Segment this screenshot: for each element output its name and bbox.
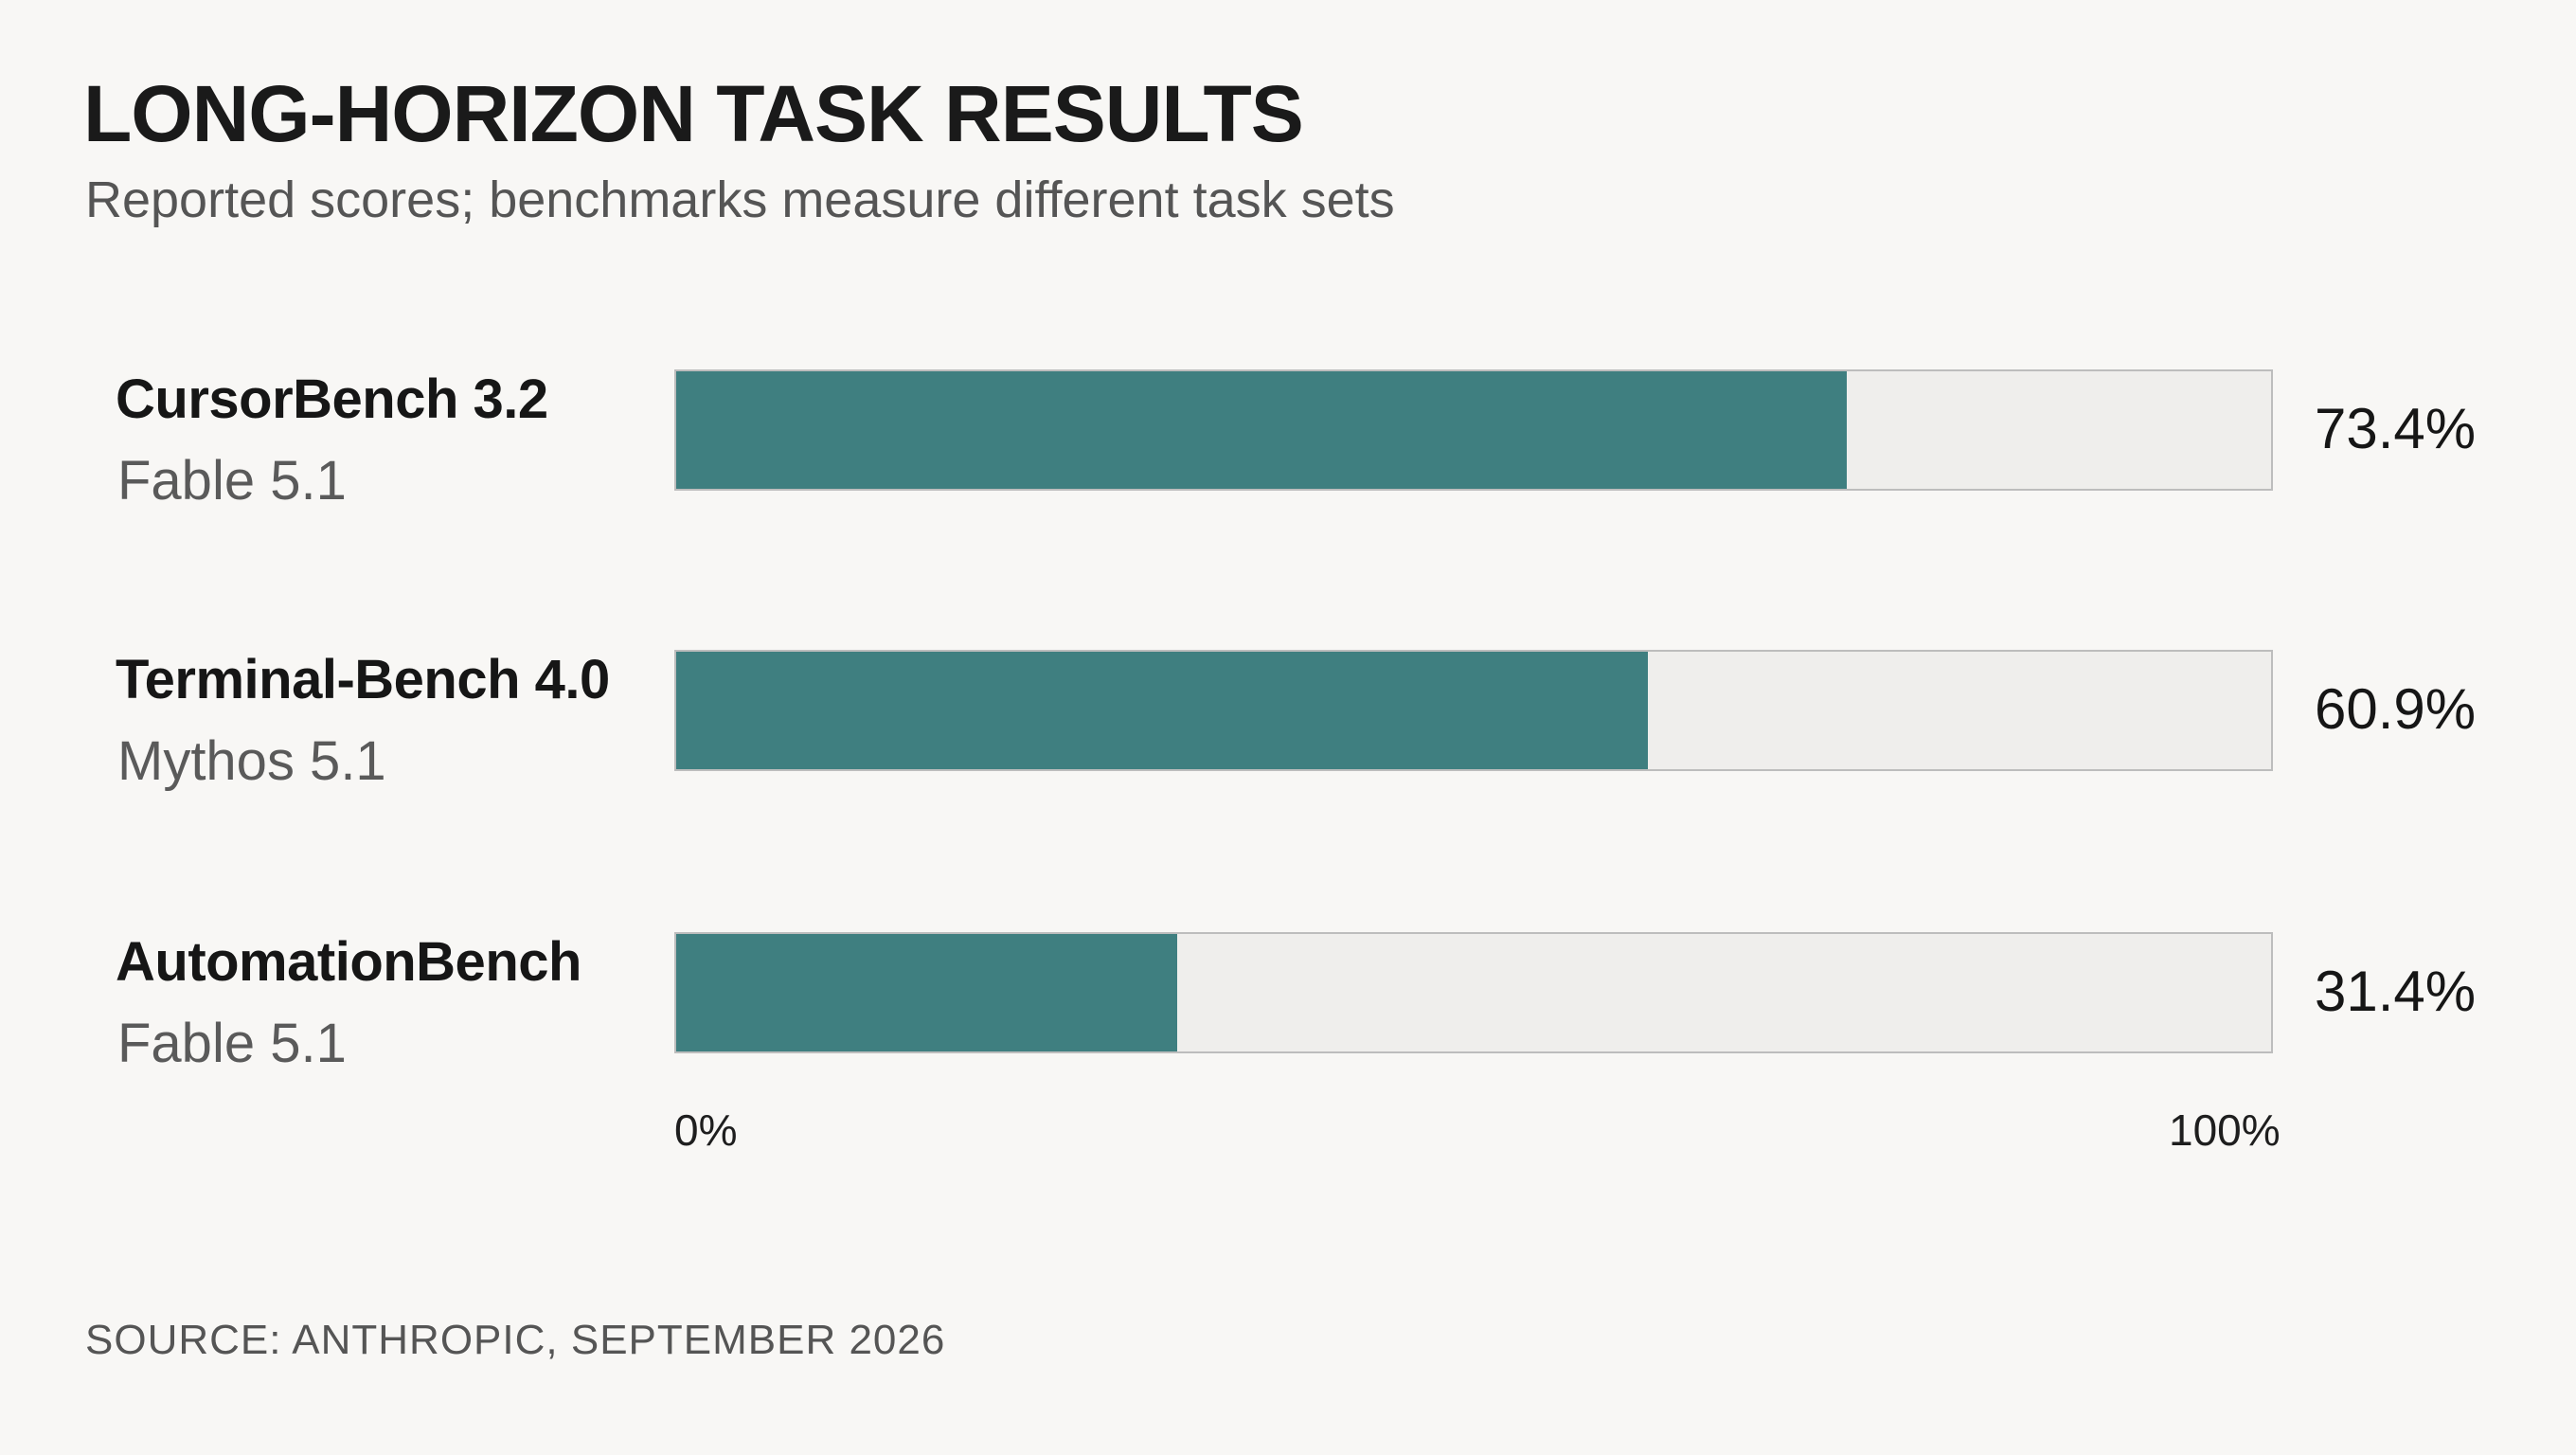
bar-track [674, 369, 2273, 491]
bench-name: AutomationBench [116, 931, 581, 993]
bar-row: AutomationBench Fable 5.1 31.4% [0, 930, 2576, 1120]
bar-fill [676, 371, 1848, 489]
model-name: Mythos 5.1 [117, 730, 386, 792]
value-label: 31.4% [2315, 960, 2477, 1023]
chart-title: LONG-HORIZON TASK RESULTS [83, 69, 1304, 158]
bar-row: Terminal-Bench 4.0 Mythos 5.1 60.9% [0, 648, 2576, 837]
bar-fill [676, 652, 1648, 769]
bench-name: Terminal-Bench 4.0 [116, 649, 610, 710]
bar-row: CursorBench 3.2 Fable 5.1 73.4% [0, 368, 2576, 557]
model-name: Fable 5.1 [117, 450, 347, 512]
value-label: 73.4% [2315, 397, 2477, 460]
model-name: Fable 5.1 [117, 1013, 347, 1074]
bar-track [674, 650, 2273, 771]
bar-track [674, 932, 2273, 1053]
bar-fill [676, 934, 1177, 1051]
axis-max-label: 100% [2169, 1105, 2281, 1155]
axis-min-label: 0% [674, 1105, 738, 1155]
value-label: 60.9% [2315, 677, 2477, 741]
source-note: SOURCE: ANTHROPIC, SEPTEMBER 2026 [85, 1317, 946, 1363]
chart-subtitle: Reported scores; benchmarks measure diff… [85, 171, 1395, 228]
bench-name: CursorBench 3.2 [116, 368, 548, 430]
